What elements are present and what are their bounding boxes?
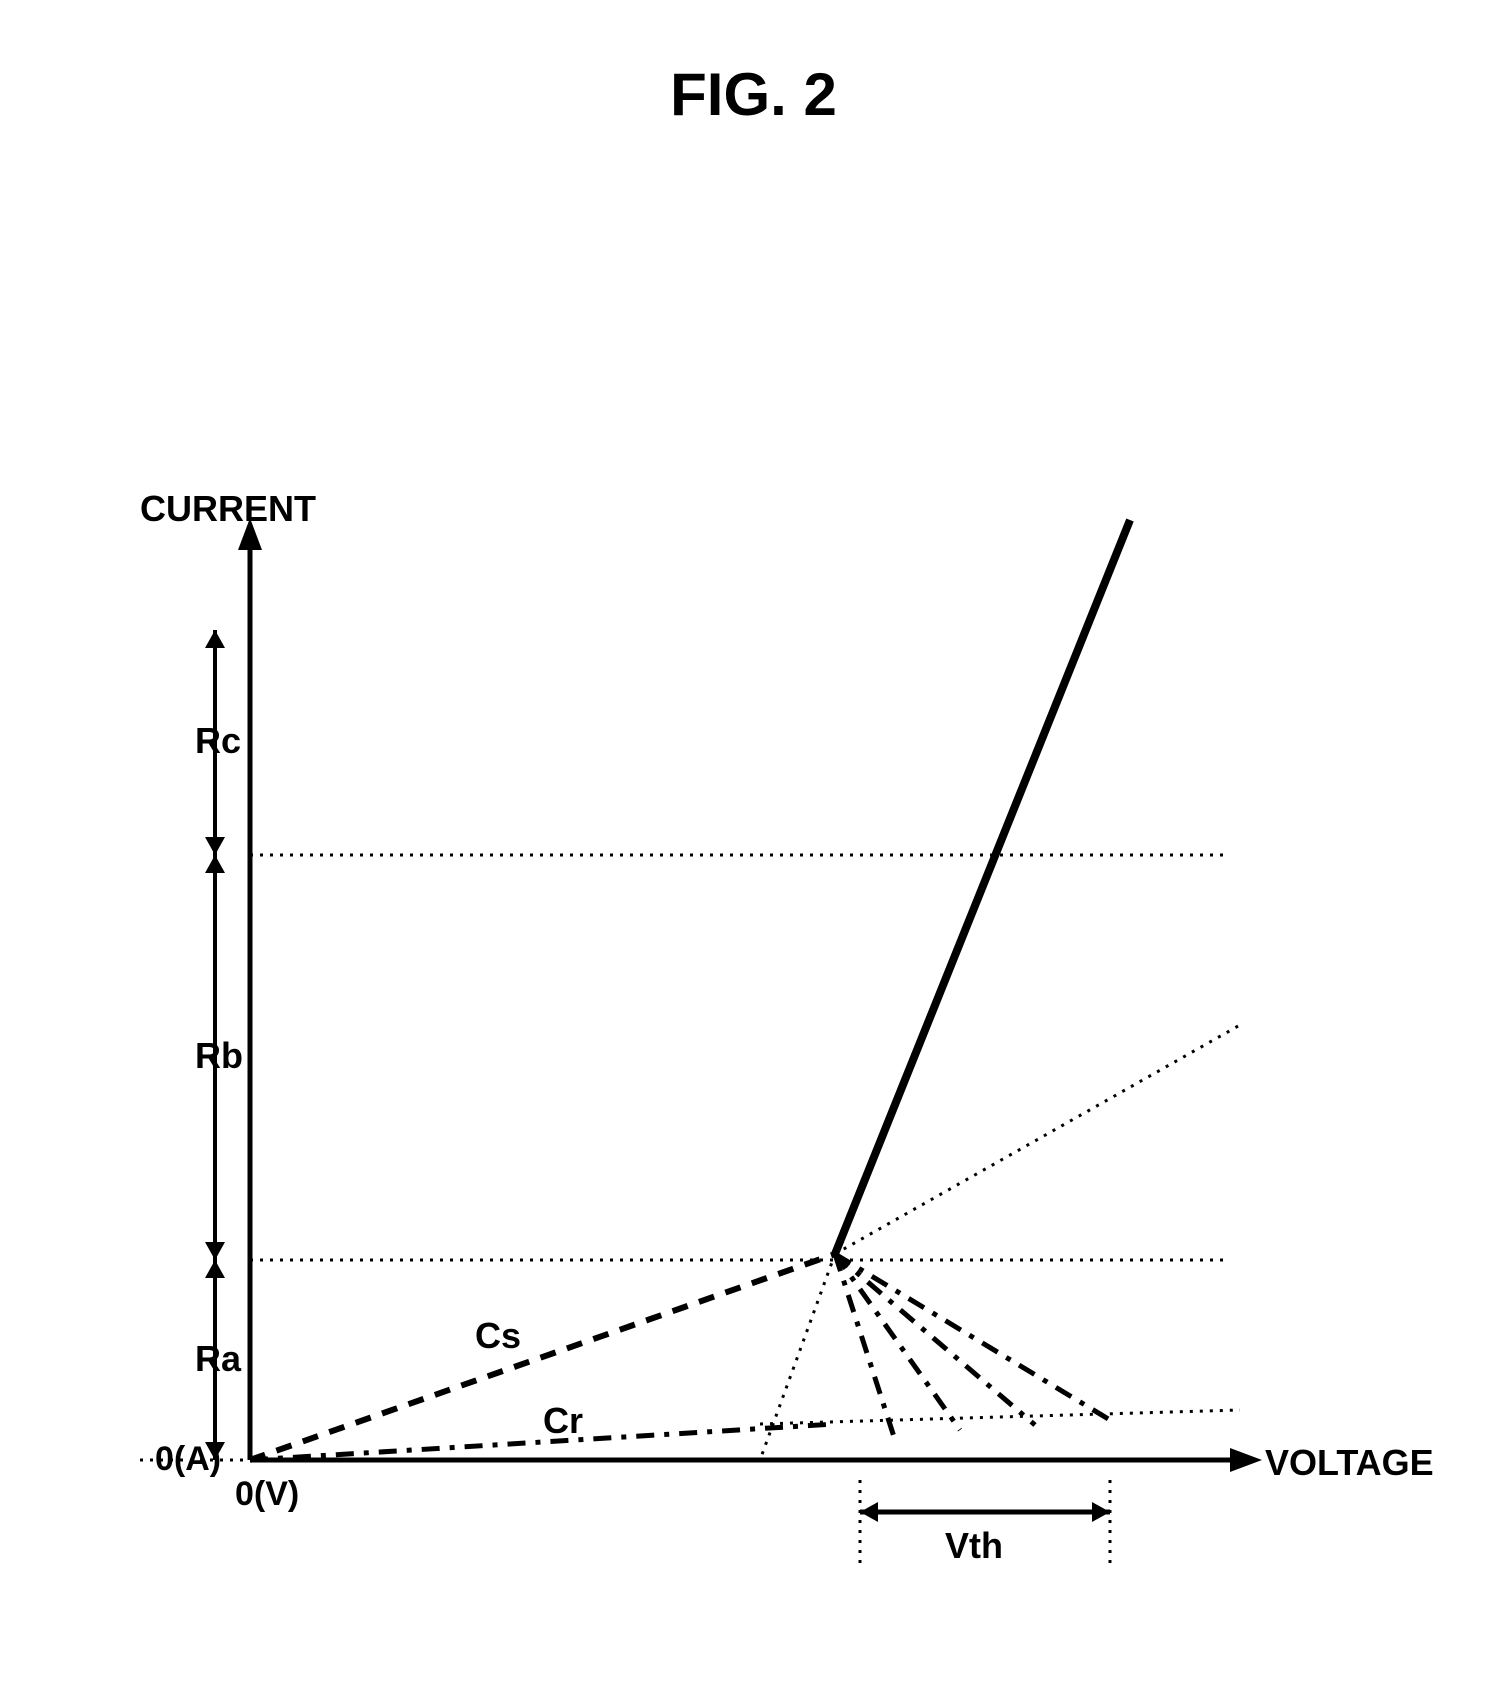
region-rc-label: Rc <box>195 720 241 762</box>
region-rb-label: Rb <box>195 1035 243 1077</box>
origin-x-label: 0(V) <box>235 1475 299 1514</box>
curve-cs-label: Cs <box>475 1315 521 1357</box>
y-axis-label: CURRENT <box>140 488 316 530</box>
origin-y-label: 0(A) <box>155 1440 221 1479</box>
x-axis-label: VOLTAGE <box>1265 1442 1434 1484</box>
curve-cr-label: Cr <box>543 1400 583 1442</box>
vth-label: Vth <box>945 1525 1003 1567</box>
region-ra-label: Ra <box>195 1338 241 1380</box>
figure-container: FIG. 2 CURRENT VOLTAGE 0(A) 0(V) Rc Rb R… <box>0 0 1507 1705</box>
